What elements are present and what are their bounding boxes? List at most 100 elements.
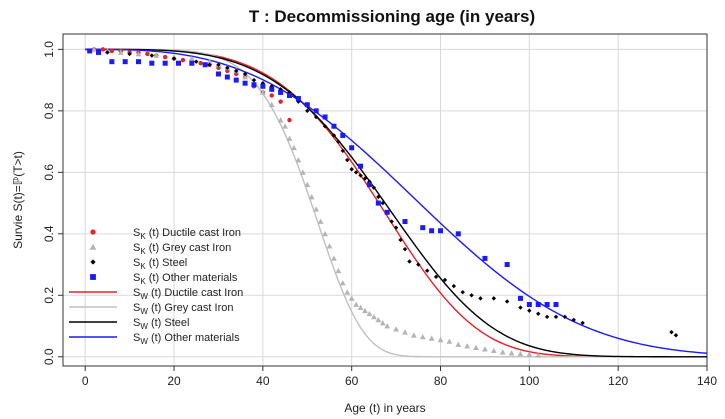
data-point — [313, 108, 319, 114]
plot-frame — [62, 33, 708, 367]
data-point — [375, 200, 381, 206]
y-tick-label: 0.6 — [42, 164, 56, 181]
data-point — [357, 304, 364, 310]
data-point — [242, 74, 248, 80]
data-point — [504, 299, 510, 304]
data-point — [295, 157, 302, 163]
data-point — [389, 219, 394, 224]
data-point — [259, 89, 266, 95]
data-point — [535, 352, 542, 358]
data-point — [286, 135, 293, 141]
y-axis-ticks: 0.0 0.2 0.4 0.6 0.8 1.0 — [42, 41, 63, 365]
data-point — [517, 295, 523, 301]
data-point — [375, 316, 382, 323]
data-point — [109, 48, 115, 54]
data-point — [416, 262, 421, 267]
data-point — [349, 167, 354, 172]
data-point — [260, 83, 266, 89]
y-tick-label: 0.2 — [42, 287, 56, 304]
data-point — [526, 351, 533, 357]
data-point — [313, 206, 320, 212]
data-point — [122, 59, 128, 65]
x-tick-label: 100 — [519, 374, 539, 388]
data-point — [278, 99, 283, 104]
data-point — [233, 77, 239, 83]
data-point — [278, 89, 284, 95]
data-point — [149, 60, 155, 66]
data-point — [402, 219, 408, 225]
data-point — [380, 200, 385, 206]
data-point — [536, 311, 541, 316]
data-point — [358, 163, 364, 169]
data-point — [464, 343, 471, 349]
data-point — [491, 296, 497, 301]
data-point — [544, 314, 550, 320]
data-point — [349, 145, 355, 151]
series-line — [85, 48, 707, 358]
data-point — [135, 51, 142, 57]
data-point — [504, 262, 510, 268]
data-point — [544, 302, 550, 308]
x-tick-label: 80 — [434, 374, 448, 388]
data-point — [490, 347, 497, 354]
data-point — [224, 74, 230, 80]
data-point — [202, 62, 208, 68]
data-point — [446, 338, 453, 344]
data-point — [424, 268, 430, 273]
data-point — [194, 59, 199, 64]
data-point — [162, 54, 168, 60]
legend-label: SW (t) Grey cast Iron — [133, 302, 233, 316]
data-point — [100, 47, 106, 52]
data-point — [145, 51, 150, 57]
data-point — [269, 93, 274, 98]
data-point — [251, 77, 257, 83]
data-point — [206, 58, 213, 65]
data-point — [455, 231, 461, 237]
data-point — [366, 310, 373, 317]
data-point — [429, 228, 435, 234]
data-point — [175, 60, 181, 66]
data-point — [571, 317, 576, 323]
data-point — [162, 60, 168, 66]
chart-title: T : Decommissioning age (in years) — [249, 7, 535, 26]
data-point — [305, 108, 310, 114]
legend-label: SK (t) Ductile cast Iron — [133, 227, 241, 241]
data-point — [393, 225, 399, 230]
data-point — [339, 280, 346, 286]
x-tick-label: 40 — [256, 374, 270, 388]
x-axis-ticks: 0 20 40 60 80 100 120 140 — [82, 366, 717, 388]
data-point — [340, 148, 346, 154]
data-point — [234, 68, 239, 74]
data-point — [433, 274, 439, 280]
data-point — [420, 225, 426, 231]
data-point — [482, 255, 488, 261]
y-tick-label: 0.4 — [42, 225, 56, 242]
data-point — [393, 326, 400, 332]
data-point — [282, 123, 288, 129]
data-point — [295, 96, 301, 102]
legend-label: SW (t) Steel — [133, 317, 189, 331]
data-point — [362, 176, 368, 181]
data-point — [499, 349, 506, 355]
data-point — [517, 350, 524, 357]
data-point — [376, 194, 381, 200]
data-point — [117, 49, 124, 55]
x-tick-label: 60 — [345, 374, 359, 388]
data-point — [345, 157, 350, 163]
data-point — [322, 230, 328, 237]
data-point — [527, 308, 532, 313]
data-point — [331, 255, 337, 261]
data-point — [331, 123, 337, 129]
legend-label: SK (t) Other materials — [133, 272, 238, 286]
x-tick-label: 140 — [697, 374, 717, 388]
data-point — [673, 333, 679, 338]
data-point — [366, 182, 372, 188]
data-point — [287, 92, 293, 98]
y-tick-label: 0.8 — [42, 102, 56, 119]
data-point — [322, 114, 328, 120]
legend-label: SW (t) Other materials — [133, 332, 240, 346]
data-point — [437, 336, 444, 343]
data-point — [669, 329, 674, 335]
